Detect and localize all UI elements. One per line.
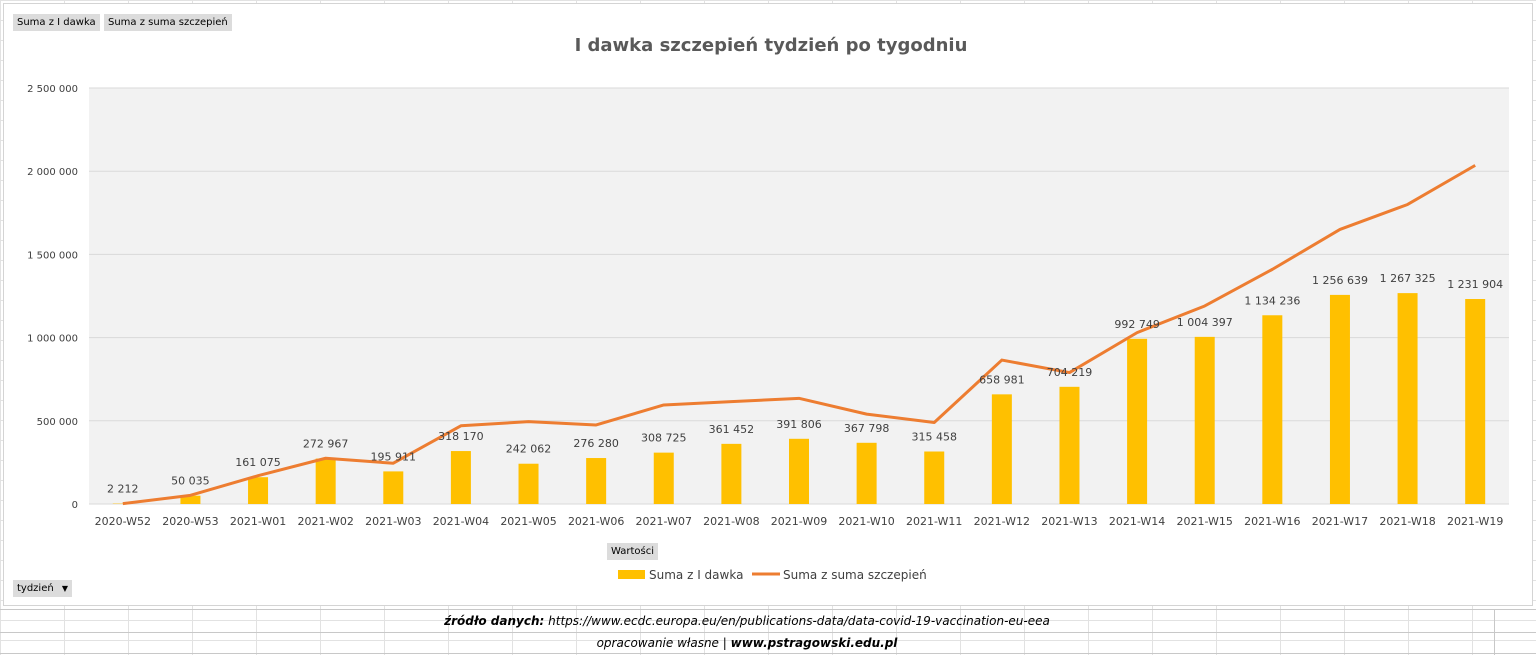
field-button-values[interactable]: Wartości — [607, 543, 659, 560]
credit-text: opracowanie własne | — [596, 636, 727, 650]
data-label: 2 212 — [107, 483, 139, 496]
chart-area[interactable]: 0 500 000 1 000 000 1 500 000 2 000 000 2 500… — [3, 3, 1533, 606]
y-tick-label: 2 500 000 — [27, 84, 78, 95]
x-tick-label: 2021-W07 — [636, 515, 692, 528]
series-line[interactable] — [122, 164, 1476, 506]
row-divider — [0, 632, 1536, 633]
bar[interactable] — [1127, 338, 1148, 504]
data-label: 1 004 397 — [1177, 316, 1233, 329]
data-label: 50 035 — [171, 475, 210, 488]
data-label: 1 231 904 — [1447, 278, 1503, 291]
x-tick-label: 2021-W13 — [1041, 515, 1097, 528]
legend: Suma z I dawka Suma z suma szczepień — [618, 568, 927, 582]
bar[interactable] — [924, 451, 945, 504]
data-label: 1 134 236 — [1244, 294, 1300, 307]
bar[interactable] — [856, 442, 877, 504]
x-tick-label: 2021-W02 — [297, 515, 353, 528]
x-tick-label: 2021-W19 — [1447, 515, 1503, 528]
legend-swatch-bars — [618, 570, 645, 579]
source-row: źródło danych: https://www.ecdc.europa.e… — [0, 611, 1494, 631]
bar[interactable] — [586, 458, 607, 504]
field-button-axis[interactable]: tydzień ▼ — [13, 580, 73, 597]
field-button-series2[interactable]: Suma z suma szczepień — [104, 14, 232, 31]
x-tick-label: 2021-W05 — [500, 515, 556, 528]
data-label: 272 967 — [303, 438, 349, 451]
bar[interactable] — [450, 451, 471, 504]
bar[interactable] — [1465, 299, 1486, 504]
field-button-axis-label: tydzień — [17, 583, 54, 594]
legend-label-bars: Suma z I dawka — [649, 568, 743, 582]
data-label: 1 256 639 — [1312, 274, 1368, 287]
x-tick-label: 2021-W15 — [1177, 515, 1233, 528]
dropdown-arrow-icon: ▼ — [61, 584, 69, 593]
y-tick-label: 0 — [72, 500, 78, 511]
x-tick-label: 2021-W16 — [1244, 515, 1300, 528]
bar[interactable] — [383, 471, 404, 504]
x-tick-label: 2021-W01 — [230, 515, 286, 528]
bar[interactable] — [721, 443, 742, 504]
x-tick-label: 2021-W12 — [974, 515, 1030, 528]
data-label: 1 267 325 — [1380, 272, 1436, 285]
y-tick-label: 1 500 000 — [27, 250, 78, 261]
row-divider — [0, 609, 1536, 610]
data-label: 704 219 — [1047, 366, 1093, 379]
bar[interactable] — [1262, 315, 1283, 504]
y-tick-label: 2 000 000 — [27, 167, 78, 178]
data-label: 992 749 — [1114, 318, 1160, 331]
data-label: 658 981 — [979, 373, 1025, 386]
data-label: 276 280 — [573, 437, 619, 450]
chart-title: I dawka szczepień tydzień po tygodniu — [575, 35, 968, 56]
column-divider — [1494, 609, 1495, 655]
legend-label-line: Suma z suma szczepień — [783, 568, 927, 582]
data-label: 308 725 — [641, 432, 687, 445]
x-tick-label: 2021-W09 — [771, 515, 827, 528]
x-tick-label: 2021-W03 — [365, 515, 421, 528]
x-tick-label: 2021-W11 — [906, 515, 962, 528]
x-tick-label: 2021-W18 — [1379, 515, 1435, 528]
credit-row: opracowanie własne | www.pstragowski.edu… — [0, 633, 1494, 653]
chart: 0 500 000 1 000 000 1 500 000 2 000 000 2 500… — [27, 35, 1509, 582]
bar[interactable] — [315, 458, 336, 504]
y-tick-label: 500 000 — [37, 417, 78, 428]
bar[interactable] — [180, 495, 201, 504]
bar[interactable] — [1059, 386, 1080, 504]
data-label: 315 458 — [911, 431, 957, 444]
x-tick-label: 2020-W53 — [162, 515, 218, 528]
bar[interactable] — [1397, 293, 1418, 504]
data-label: 361 452 — [709, 423, 755, 436]
y-tick-label: 1 000 000 — [27, 334, 78, 345]
bar[interactable] — [518, 463, 539, 504]
source-label: źródło danych: — [444, 614, 545, 628]
bar[interactable] — [1329, 294, 1350, 504]
data-label: 242 062 — [506, 443, 552, 456]
x-tick-label: 2021-W06 — [568, 515, 624, 528]
x-tick-label: 2021-W08 — [703, 515, 759, 528]
bar[interactable] — [248, 477, 269, 504]
data-label: 195 911 — [371, 450, 417, 463]
row-divider — [0, 653, 1536, 654]
x-tick-label: 2020-W52 — [95, 515, 151, 528]
bar[interactable] — [789, 438, 809, 504]
bar[interactable] — [1194, 336, 1215, 504]
x-tick-label: 2021-W10 — [838, 515, 894, 528]
data-label: 391 806 — [776, 418, 822, 431]
credit-url[interactable]: www.pstragowski.edu.pl — [730, 636, 898, 650]
data-label: 367 798 — [844, 422, 890, 435]
x-tick-label: 2021-W17 — [1312, 515, 1368, 528]
field-button-series1[interactable]: Suma z I dawka — [13, 14, 100, 31]
data-label: 318 170 — [438, 430, 484, 443]
bar[interactable] — [991, 394, 1012, 504]
x-tick-label: 2021-W04 — [433, 515, 489, 528]
bar[interactable] — [653, 452, 674, 504]
source-url[interactable]: https://www.ecdc.europa.eu/en/publicatio… — [548, 614, 1050, 628]
x-tick-label: 2021-W14 — [1109, 515, 1165, 528]
data-label: 161 075 — [235, 456, 281, 469]
